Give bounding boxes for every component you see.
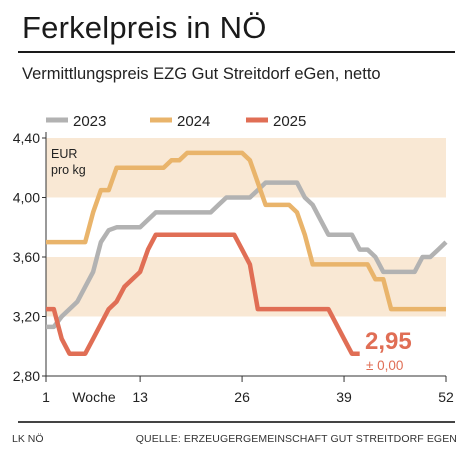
y-tick-label-0: 2,80 [13, 368, 40, 384]
chart-subtitle: Vermittlungspreis EZG Gut Streitdorf eGe… [22, 65, 381, 83]
legend-label-2024: 2024 [177, 113, 210, 130]
series-line-2024 [46, 150, 446, 312]
footer-credit: LK NÖ [12, 433, 44, 445]
y-tick-label-4: 4,40 [13, 130, 40, 146]
x-axis-label: Woche [72, 389, 116, 405]
x-tick-label-1: 13 [132, 389, 148, 405]
y-tick-label-3: 4,00 [13, 190, 40, 206]
title-rule [18, 51, 455, 53]
legend-label-2025: 2025 [273, 113, 306, 130]
chart-title: Ferkelpreis in NÖ [22, 10, 267, 45]
x-tick-label-2: 26 [234, 389, 250, 405]
series-line-2023 [46, 180, 448, 330]
current-value-label: 2,95 [365, 328, 412, 355]
y-tick-label-1: 3,20 [13, 309, 40, 325]
y-unit-label: EUR [51, 147, 77, 161]
series-line-2025 [46, 232, 360, 356]
x-tick-label-0: 1 [42, 389, 50, 405]
change-value-label: ± 0,00 [366, 358, 403, 373]
band-1 [46, 138, 446, 198]
footer-rule [18, 421, 455, 423]
x-tick-label-4: 52 [438, 389, 454, 405]
x-tick-label-3: 39 [336, 389, 352, 405]
footer-source: QUELLE: ERZEUGERGEMEINSCHAFT GUT STREITD… [135, 433, 457, 445]
y-unit-label-2: pro kg [51, 163, 86, 177]
legend-label-2023: 2023 [73, 113, 106, 130]
y-tick-label-2: 3,60 [13, 249, 40, 265]
